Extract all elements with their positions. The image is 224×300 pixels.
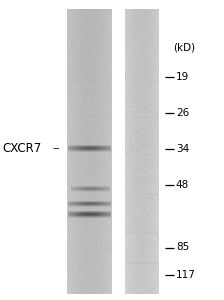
Text: 85: 85	[176, 242, 189, 253]
Text: --: --	[53, 143, 60, 154]
Text: (kD): (kD)	[174, 43, 196, 53]
Text: 48: 48	[176, 179, 189, 190]
Text: 19: 19	[176, 71, 189, 82]
Text: 34: 34	[176, 143, 189, 154]
Text: 26: 26	[176, 107, 189, 118]
Text: 117: 117	[176, 269, 196, 280]
Text: CXCR7: CXCR7	[2, 142, 41, 155]
